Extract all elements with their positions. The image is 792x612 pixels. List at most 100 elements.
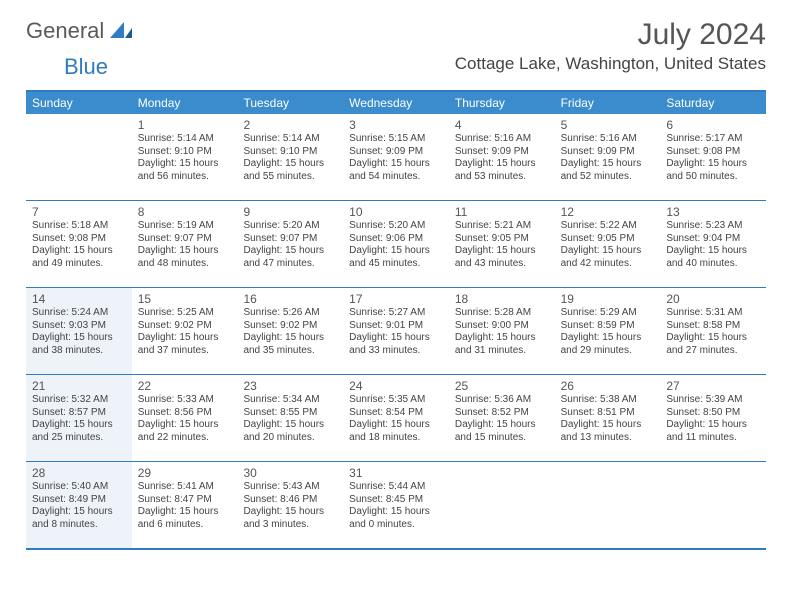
info-sunset: Sunset: 9:02 PM xyxy=(243,320,337,333)
day-number: 16 xyxy=(243,292,337,306)
info-daylight2: and 22 minutes. xyxy=(138,432,232,445)
info-sunrise: Sunrise: 5:20 AM xyxy=(349,220,443,233)
calendar-cell: 15Sunrise: 5:25 AMSunset: 9:02 PMDayligh… xyxy=(132,288,238,374)
week-row: 21Sunrise: 5:32 AMSunset: 8:57 PMDayligh… xyxy=(26,374,766,461)
day-number: 10 xyxy=(349,205,443,219)
calendar-cell: 11Sunrise: 5:21 AMSunset: 9:05 PMDayligh… xyxy=(449,201,555,287)
info-sunrise: Sunrise: 5:38 AM xyxy=(561,394,655,407)
info-daylight1: Daylight: 15 hours xyxy=(455,158,549,171)
info-daylight1: Daylight: 15 hours xyxy=(32,506,126,519)
info-daylight1: Daylight: 15 hours xyxy=(32,245,126,258)
info-daylight1: Daylight: 15 hours xyxy=(243,506,337,519)
info-daylight2: and 18 minutes. xyxy=(349,432,443,445)
calendar-cell: 21Sunrise: 5:32 AMSunset: 8:57 PMDayligh… xyxy=(26,375,132,461)
info-daylight2: and 13 minutes. xyxy=(561,432,655,445)
month-title: July 2024 xyxy=(455,18,766,52)
day-number: 25 xyxy=(455,379,549,393)
calendar-cell: 1Sunrise: 5:14 AMSunset: 9:10 PMDaylight… xyxy=(132,114,238,200)
day-number: 11 xyxy=(455,205,549,219)
calendar-cell xyxy=(26,114,132,200)
info-sunset: Sunset: 9:00 PM xyxy=(455,320,549,333)
info-daylight2: and 11 minutes. xyxy=(666,432,760,445)
calendar-cell xyxy=(555,462,661,548)
info-daylight2: and 43 minutes. xyxy=(455,258,549,271)
info-sunset: Sunset: 8:57 PM xyxy=(32,407,126,420)
day-number: 22 xyxy=(138,379,232,393)
day-number: 19 xyxy=(561,292,655,306)
info-daylight1: Daylight: 15 hours xyxy=(349,245,443,258)
day-number: 8 xyxy=(138,205,232,219)
day-number: 9 xyxy=(243,205,337,219)
info-daylight1: Daylight: 15 hours xyxy=(349,158,443,171)
day-header-sat: Saturday xyxy=(660,92,766,114)
day-number: 17 xyxy=(349,292,443,306)
day-number: 24 xyxy=(349,379,443,393)
info-daylight2: and 53 minutes. xyxy=(455,171,549,184)
info-sunset: Sunset: 8:52 PM xyxy=(455,407,549,420)
info-sunrise: Sunrise: 5:41 AM xyxy=(138,481,232,494)
info-sunset: Sunset: 8:51 PM xyxy=(561,407,655,420)
day-header-row: Sunday Monday Tuesday Wednesday Thursday… xyxy=(26,92,766,114)
info-daylight1: Daylight: 15 hours xyxy=(138,419,232,432)
info-daylight1: Daylight: 15 hours xyxy=(243,158,337,171)
info-sunset: Sunset: 8:50 PM xyxy=(666,407,760,420)
calendar-cell: 26Sunrise: 5:38 AMSunset: 8:51 PMDayligh… xyxy=(555,375,661,461)
info-daylight1: Daylight: 15 hours xyxy=(349,506,443,519)
calendar-cell: 23Sunrise: 5:34 AMSunset: 8:55 PMDayligh… xyxy=(237,375,343,461)
day-number: 13 xyxy=(666,205,760,219)
info-daylight2: and 3 minutes. xyxy=(243,519,337,532)
day-header-wed: Wednesday xyxy=(343,92,449,114)
info-daylight1: Daylight: 15 hours xyxy=(138,332,232,345)
calendar-cell: 31Sunrise: 5:44 AMSunset: 8:45 PMDayligh… xyxy=(343,462,449,548)
info-daylight1: Daylight: 15 hours xyxy=(455,332,549,345)
info-sunrise: Sunrise: 5:29 AM xyxy=(561,307,655,320)
info-sunset: Sunset: 9:09 PM xyxy=(349,146,443,159)
info-sunset: Sunset: 8:55 PM xyxy=(243,407,337,420)
day-number: 30 xyxy=(243,466,337,480)
info-daylight2: and 25 minutes. xyxy=(32,432,126,445)
info-daylight1: Daylight: 15 hours xyxy=(561,419,655,432)
info-daylight1: Daylight: 15 hours xyxy=(32,419,126,432)
info-sunrise: Sunrise: 5:44 AM xyxy=(349,481,443,494)
info-sunrise: Sunrise: 5:28 AM xyxy=(455,307,549,320)
calendar: Sunday Monday Tuesday Wednesday Thursday… xyxy=(26,90,766,550)
info-sunrise: Sunrise: 5:16 AM xyxy=(561,133,655,146)
info-sunrise: Sunrise: 5:23 AM xyxy=(666,220,760,233)
calendar-cell: 30Sunrise: 5:43 AMSunset: 8:46 PMDayligh… xyxy=(237,462,343,548)
day-header-sun: Sunday xyxy=(26,92,132,114)
logo-text-general: General xyxy=(26,18,104,44)
calendar-cell: 5Sunrise: 5:16 AMSunset: 9:09 PMDaylight… xyxy=(555,114,661,200)
week-row: 14Sunrise: 5:24 AMSunset: 9:03 PMDayligh… xyxy=(26,287,766,374)
day-number: 28 xyxy=(32,466,126,480)
info-sunrise: Sunrise: 5:35 AM xyxy=(349,394,443,407)
info-daylight1: Daylight: 15 hours xyxy=(243,419,337,432)
calendar-cell: 24Sunrise: 5:35 AMSunset: 8:54 PMDayligh… xyxy=(343,375,449,461)
info-daylight2: and 54 minutes. xyxy=(349,171,443,184)
calendar-cell: 8Sunrise: 5:19 AMSunset: 9:07 PMDaylight… xyxy=(132,201,238,287)
info-sunset: Sunset: 9:05 PM xyxy=(561,233,655,246)
info-sunset: Sunset: 8:56 PM xyxy=(138,407,232,420)
info-sunrise: Sunrise: 5:26 AM xyxy=(243,307,337,320)
info-sunset: Sunset: 8:46 PM xyxy=(243,494,337,507)
info-sunrise: Sunrise: 5:24 AM xyxy=(32,307,126,320)
calendar-cell: 20Sunrise: 5:31 AMSunset: 8:58 PMDayligh… xyxy=(660,288,766,374)
info-sunrise: Sunrise: 5:16 AM xyxy=(455,133,549,146)
info-daylight1: Daylight: 15 hours xyxy=(455,245,549,258)
info-daylight1: Daylight: 15 hours xyxy=(138,245,232,258)
day-header-thu: Thursday xyxy=(449,92,555,114)
info-daylight2: and 0 minutes. xyxy=(349,519,443,532)
info-daylight1: Daylight: 15 hours xyxy=(349,419,443,432)
title-block: July 2024 Cottage Lake, Washington, Unit… xyxy=(455,18,766,74)
info-sunset: Sunset: 9:02 PM xyxy=(138,320,232,333)
info-sunset: Sunset: 9:01 PM xyxy=(349,320,443,333)
day-number: 21 xyxy=(32,379,126,393)
info-sunset: Sunset: 8:54 PM xyxy=(349,407,443,420)
day-number: 4 xyxy=(455,118,549,132)
week-row: 28Sunrise: 5:40 AMSunset: 8:49 PMDayligh… xyxy=(26,461,766,548)
info-daylight2: and 31 minutes. xyxy=(455,345,549,358)
info-daylight2: and 40 minutes. xyxy=(666,258,760,271)
info-sunrise: Sunrise: 5:43 AM xyxy=(243,481,337,494)
info-sunset: Sunset: 9:09 PM xyxy=(561,146,655,159)
day-header-tue: Tuesday xyxy=(237,92,343,114)
info-daylight2: and 37 minutes. xyxy=(138,345,232,358)
